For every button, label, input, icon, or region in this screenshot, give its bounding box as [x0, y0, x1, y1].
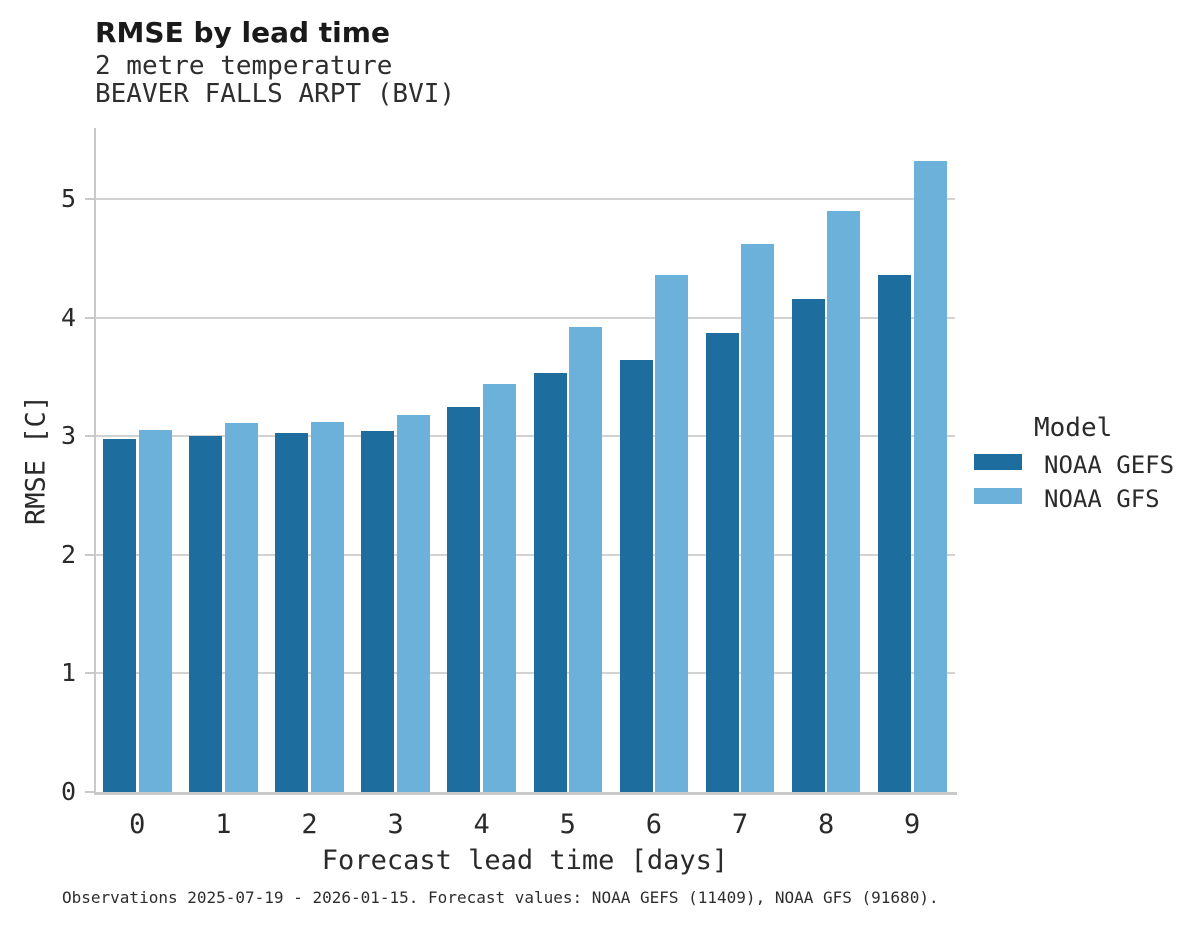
chart-subtitle-station: BEAVER FALLS ARPT (BVI)	[95, 79, 456, 109]
gridline-y-2	[96, 553, 955, 556]
gridline-y-3	[96, 435, 955, 438]
gridline-y-1	[96, 672, 955, 675]
x-tick-label-2: 2	[301, 809, 318, 840]
x-tick-label-7: 7	[731, 809, 749, 840]
chart-subtitle-variable: 2 metre temperature	[95, 51, 393, 81]
chart-title: RMSE by lead time	[95, 16, 390, 49]
y-tick-mark-0	[85, 791, 94, 793]
x-tick-label-5: 5	[559, 809, 576, 840]
y-tick-mark-1	[85, 672, 94, 675]
y-tick-mark-4	[85, 316, 94, 319]
bar-noaa-gfs-day-7	[741, 244, 775, 792]
footnote-caption: Observations 2025-07-19 - 2026-01-15. Fo…	[62, 888, 939, 907]
bar-noaa-gfs-day-5	[569, 327, 603, 792]
y-axis-line	[94, 128, 96, 795]
x-tick-label-6: 6	[645, 809, 663, 840]
x-tick-label-1: 1	[215, 809, 232, 840]
bar-noaa-gefs-day-2	[275, 432, 309, 792]
gridline-y-5	[96, 198, 955, 200]
bar-noaa-gefs-day-5	[533, 373, 567, 792]
bar-noaa-gfs-day-3	[396, 414, 430, 792]
y-tick-label-2: 2	[60, 539, 76, 569]
bar-noaa-gfs-day-2	[310, 421, 344, 792]
y-tick-label-3: 3	[60, 421, 76, 451]
x-axis-line	[94, 792, 957, 795]
bar-noaa-gefs-day-7	[705, 333, 739, 792]
legend-swatch-noaa-gfs	[974, 488, 1022, 504]
x-tick-label-0: 0	[129, 809, 146, 840]
y-tick-label-0: 0	[60, 777, 76, 806]
legend-label-noaa-gfs: NOAA GFS	[1044, 485, 1160, 513]
x-tick-label-9: 9	[904, 809, 921, 840]
bar-noaa-gfs-day-9	[913, 161, 947, 792]
y-tick-label-1: 1	[60, 658, 76, 688]
y-tick-label-4: 4	[60, 302, 76, 332]
bar-noaa-gefs-day-0	[103, 438, 136, 792]
x-tick-label-3: 3	[387, 809, 404, 840]
bar-noaa-gfs-day-8	[827, 210, 861, 792]
y-tick-mark-2	[85, 553, 94, 556]
y-axis-title: RMSE [C]	[20, 394, 52, 526]
y-tick-label-5: 5	[60, 184, 76, 213]
y-tick-mark-5	[85, 198, 94, 200]
bar-noaa-gefs-day-8	[791, 298, 825, 792]
gridline-y-4	[96, 316, 955, 319]
x-axis-title: Forecast lead time [days]	[321, 845, 729, 876]
bar-noaa-gefs-day-3	[361, 431, 395, 792]
legend-swatch-noaa-gefs	[974, 454, 1022, 470]
bar-noaa-gfs-day-0	[138, 430, 172, 792]
bar-noaa-gefs-day-1	[189, 436, 223, 792]
y-tick-mark-3	[85, 435, 94, 438]
bar-noaa-gfs-day-6	[655, 274, 689, 792]
bar-noaa-gefs-day-9	[877, 274, 911, 792]
x-tick-label-4: 4	[473, 809, 490, 840]
bar-noaa-gefs-day-6	[619, 360, 653, 792]
legend-title: Model	[1034, 413, 1113, 443]
x-tick-label-8: 8	[817, 809, 835, 840]
bar-noaa-gfs-day-4	[483, 384, 516, 792]
bar-noaa-gfs-day-1	[224, 423, 258, 792]
legend-label-noaa-gefs: NOAA GEFS	[1044, 451, 1175, 479]
bar-noaa-gefs-day-4	[447, 406, 481, 792]
